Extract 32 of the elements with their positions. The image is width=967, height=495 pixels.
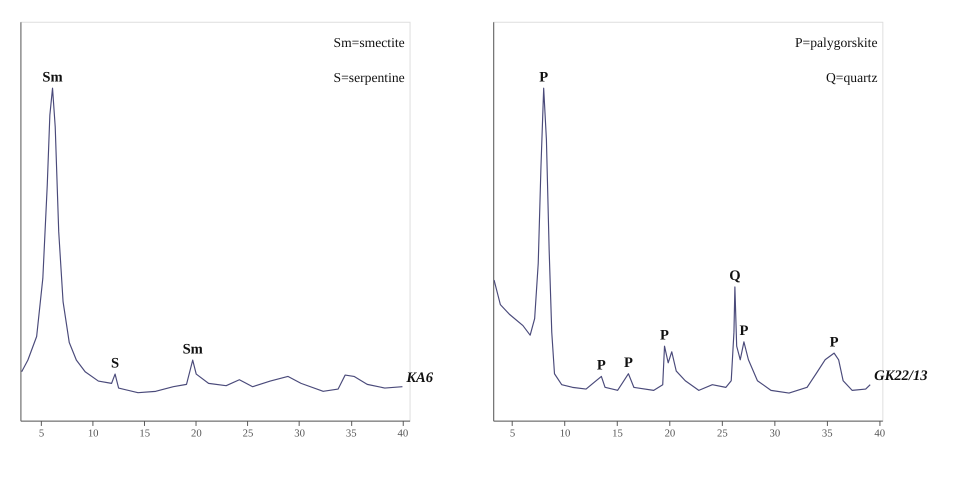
x-tick-label: 20	[191, 428, 202, 440]
annotation: S	[111, 355, 120, 372]
annotation: P	[660, 327, 670, 344]
text: S=serpentine	[334, 70, 405, 86]
annotation: Q	[729, 268, 741, 284]
x-tick-label: 15	[139, 428, 150, 440]
text: P=palygorskite	[794, 35, 878, 50]
x-tick-label: 40	[874, 428, 886, 440]
text: Sm=smectite	[334, 35, 405, 50]
x-tick-label: 25	[242, 428, 254, 440]
text: Q=quartz	[826, 70, 878, 86]
x-tick-label: 10	[88, 428, 99, 440]
x-tick-label: 35	[346, 428, 357, 440]
annotation: GK22/13	[874, 368, 928, 384]
x-tick-label: 30	[769, 428, 780, 440]
annotation: P	[624, 354, 633, 371]
annotation: KA6	[405, 370, 434, 386]
annotation: P	[830, 334, 839, 350]
annotation: Sm	[42, 69, 63, 86]
x-tick-label: 10	[560, 428, 570, 440]
x-tick-label: 5	[38, 428, 44, 440]
x-tick-label: 15	[612, 428, 623, 440]
x-tick-label: 30	[294, 428, 305, 440]
x-tick-label: 35	[822, 428, 833, 440]
annotation: P	[739, 323, 748, 340]
x-tick-label: 40	[397, 428, 408, 440]
x-tick-label: 20	[664, 428, 676, 440]
x-tick-label: 25	[717, 428, 728, 440]
annotation: P	[539, 69, 548, 86]
x-tick-label: 5	[510, 428, 516, 440]
annotation: P	[596, 358, 606, 374]
annotation: Sm	[182, 341, 203, 358]
